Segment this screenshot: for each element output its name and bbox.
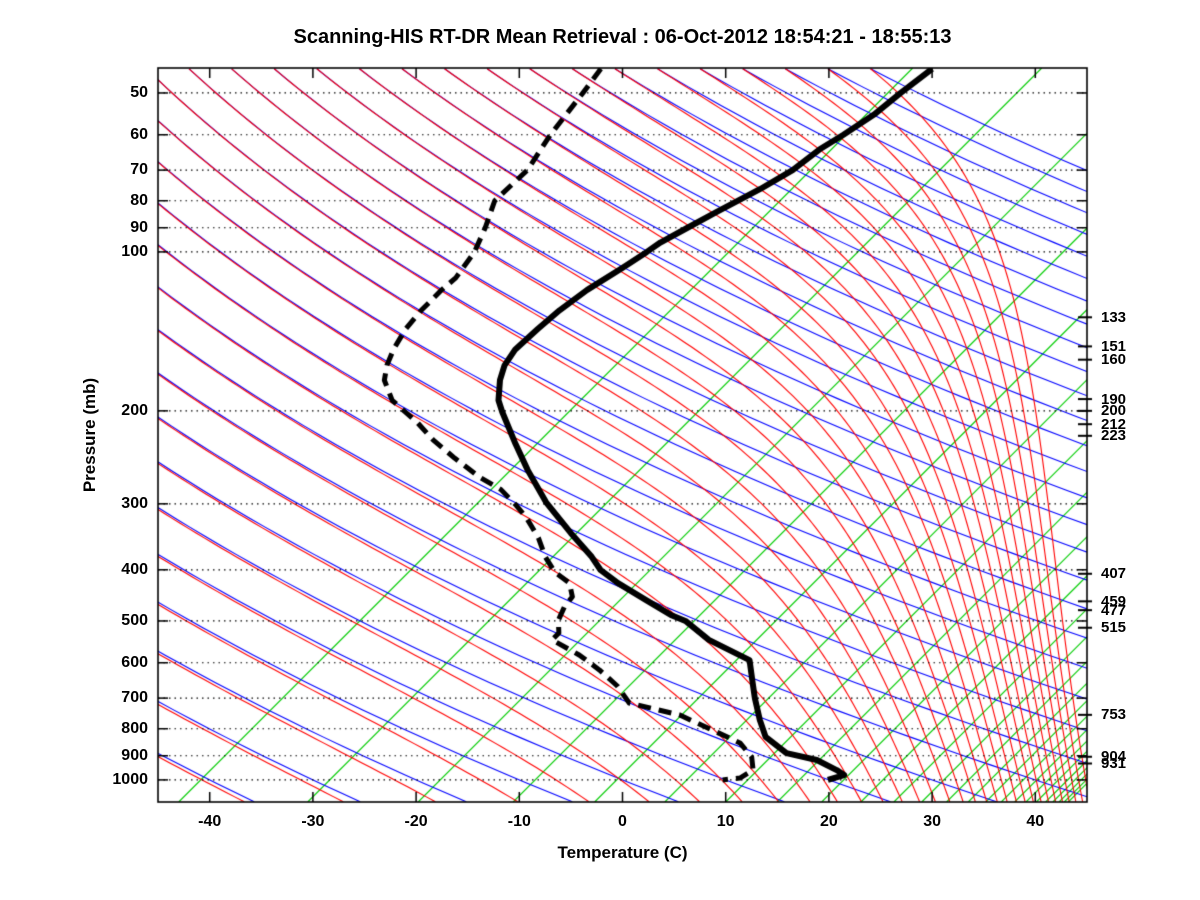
- right-pressure-level-label: 223: [1101, 427, 1127, 445]
- temperature-tick-label: 10: [716, 813, 735, 830]
- pressure-tick-label: 60: [130, 125, 148, 143]
- temperature-axis-title: Temperature (C): [557, 843, 688, 862]
- pressure-tick-label: 500: [121, 611, 148, 629]
- pressure-tick-label: 200: [121, 401, 148, 419]
- temperature-tick-label: -40: [198, 813, 222, 830]
- pressure-tick-label: 400: [121, 560, 148, 578]
- right-pressure-level-label: 407: [1101, 565, 1127, 583]
- right-pressure-level-label: 212: [1101, 415, 1127, 433]
- right-pressure-level-label: 515: [1101, 619, 1127, 637]
- temperature-tick-label: 30: [923, 813, 941, 830]
- temperature-tick-label: -10: [507, 813, 531, 830]
- pressure-tick-label: 50: [130, 83, 148, 101]
- temperature-tick-label: -20: [404, 813, 428, 830]
- right-pressure-level-label: 160: [1101, 351, 1127, 369]
- temperature-tick-label: 0: [618, 813, 627, 830]
- right-pressure-level-label: 190: [1101, 390, 1127, 408]
- pressure-tick-label: 70: [130, 161, 148, 179]
- right-pressure-level-label: 200: [1101, 402, 1127, 420]
- right-pressure-level-label: 133: [1101, 308, 1127, 326]
- pressure-tick-label: 80: [130, 191, 148, 209]
- pressure-axis-title: Pressure (mb): [80, 377, 99, 493]
- pressure-tick-label: 800: [121, 719, 148, 737]
- temperature-tick-label: 20: [819, 813, 838, 830]
- pressure-tick-label: 600: [121, 653, 148, 671]
- temperature-tick-label: 40: [1026, 813, 1045, 830]
- right-pressure-level-label: 753: [1101, 706, 1127, 724]
- temperature-tick-label: -30: [301, 813, 325, 830]
- pressure-tick-label: 1000: [112, 770, 148, 788]
- pressure-tick-label: 300: [121, 494, 148, 512]
- pressure-tick-label: 900: [121, 746, 148, 764]
- pressure-tick-label: 90: [130, 218, 148, 236]
- right-pressure-level-label: 459: [1101, 592, 1127, 610]
- chart-title: Scanning-HIS RT-DR Mean Retrieval : 06-O…: [293, 26, 952, 48]
- right-pressure-level-label: 477: [1101, 601, 1127, 619]
- right-pressure-level-label: 904: [1101, 748, 1127, 766]
- right-pressure-level-label: 931: [1101, 755, 1127, 772]
- right-pressure-level-label: 151: [1101, 337, 1127, 355]
- pressure-tick-label: 700: [121, 689, 148, 707]
- pressure-tick-label: 100: [121, 242, 148, 260]
